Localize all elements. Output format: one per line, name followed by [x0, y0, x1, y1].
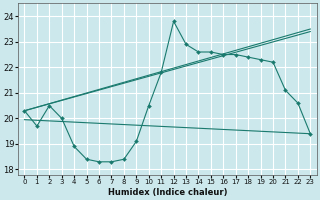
X-axis label: Humidex (Indice chaleur): Humidex (Indice chaleur)	[108, 188, 227, 197]
